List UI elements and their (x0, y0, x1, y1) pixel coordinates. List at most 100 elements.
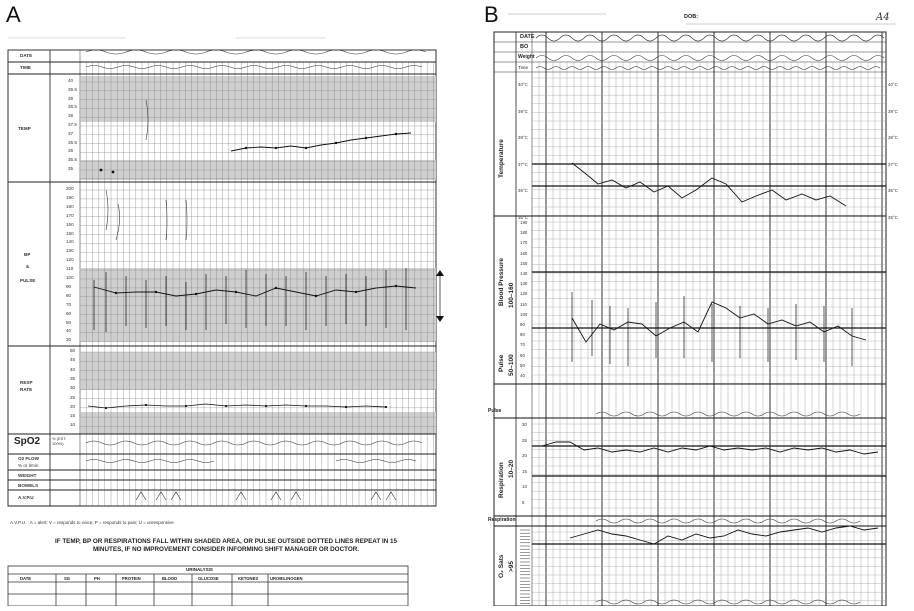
scale-tick-label: 40°C (888, 82, 898, 87)
scale-tick-label: 50 (66, 319, 72, 325)
scale-tick-label: 200 (66, 186, 74, 191)
scale-tick-label: 40°C (518, 82, 528, 87)
scale-tick-label: 50 (70, 348, 76, 353)
scale-tick-label: 80 (66, 292, 72, 298)
scale-tick-label: 39.5 (68, 86, 77, 92)
scale-tick-label: 130 (66, 248, 74, 254)
row-label-temp: TEMP (18, 126, 31, 131)
chart-a-grid (7, 37, 444, 607)
scale-tick-label: 40 (66, 328, 72, 334)
scale-tick-label: 35 (68, 166, 74, 171)
scale-tick-label: 35 (70, 375, 76, 381)
urinalysis-title: URINALYSIS (186, 567, 213, 572)
row-label-spo2-note: % (EST. 100%) (52, 436, 67, 446)
section-respiration: Respiration (498, 462, 505, 498)
scale-tick-label: 38°C (888, 135, 898, 140)
panel-a-label: A (6, 2, 21, 27)
row-label-o2flow: O2 FLOW (18, 456, 39, 461)
row-label-pulse: PULSE (20, 278, 36, 283)
scale-tick-label: 30 (70, 385, 76, 391)
scale-tick-label: 190 (520, 220, 528, 225)
row-label-avpu: A.V.P.U (18, 495, 34, 500)
scale-tick-label: 45 (70, 357, 76, 363)
row-label-bowels: BOWELS (18, 483, 39, 488)
scale-tick-label: 170 (66, 212, 74, 218)
scale-tick-label: 15 (70, 413, 76, 419)
scale-tick-label: 120 (520, 291, 528, 297)
scale-tick-label: 10 (70, 422, 76, 428)
row-label-o2flow-unit: % or l/min (18, 463, 39, 468)
urinalysis-header: BLOOD (162, 576, 178, 581)
warning-line-2: MINUTES, IF NO IMPROVEMENT CONSIDER INFO… (92, 546, 360, 553)
scale-tick-label: 40 (70, 366, 76, 372)
section-pulse-range: 50–100 (508, 354, 515, 376)
section-temperature: Temperature (498, 139, 505, 178)
scale-tick-label: 160 (520, 250, 528, 256)
row-label-time: TIME (20, 65, 31, 70)
warning-text: IF TEMP, BP OR RESPIRATIONS FALL WITHIN … (16, 538, 436, 554)
urinalysis-header: PH (94, 576, 100, 581)
urinalysis-header: GLUCOSE (198, 576, 219, 581)
urinalysis-header: DATE (20, 576, 32, 581)
scale-tick-label: 39 (68, 95, 74, 101)
scale-tick-label: 80 (520, 332, 525, 338)
scale-tick-label: 10 (522, 484, 527, 489)
row-label-date: DATE (20, 53, 33, 58)
section-bp-range: 100–160 (508, 282, 515, 308)
header-date: DATE (520, 34, 535, 40)
avpu-legend: A.V.P.U. : A = alert; V = responds to vo… (10, 520, 174, 525)
scale-tick-label: 20 (70, 403, 76, 409)
scale-tick-label: 36.5 (68, 139, 77, 145)
section-resp-range: 10–20 (508, 459, 515, 478)
scale-tick-label: 60 (520, 352, 525, 358)
row-pulse-label: Pulse (488, 408, 502, 414)
row-label-spo2: SpO2 (14, 436, 41, 447)
scale-tick-label: 70 (66, 301, 72, 307)
scale-tick-label: 30 (66, 337, 72, 343)
row-label-weight: WEIGHT (18, 473, 37, 478)
row-label-rate: RATE (20, 387, 33, 392)
section-pulse: Pulse (498, 354, 505, 372)
scale-tick-label: 25 (522, 437, 527, 443)
scale-tick-label: 37.5 (68, 122, 77, 127)
scale-tick-label: 50 (520, 362, 525, 368)
scale-tick-label: 37 (68, 130, 74, 136)
scale-tick-label: 90 (520, 322, 525, 327)
scale-tick-label: 38°C (518, 135, 528, 140)
scale-tick-label: 36°C (888, 188, 898, 193)
header-time: Time (518, 65, 529, 70)
scale-tick-label: 60 (66, 310, 72, 316)
scale-tick-label: 100 (520, 311, 528, 317)
row-resp-label: Respiration (488, 517, 516, 523)
scale-tick-label: 5 (522, 499, 525, 505)
scale-tick-label: 20 (522, 453, 527, 458)
dob-label: DOB: (684, 14, 699, 20)
scale-tick-label: 36 (68, 148, 74, 154)
header-bo: BO (520, 44, 529, 50)
scale-tick-label: 190 (66, 194, 74, 200)
scale-tick-label: 140 (520, 271, 528, 276)
scale-tick-label: 40 (68, 78, 74, 83)
scale-tick-label: 37°C (888, 161, 898, 167)
scale-tick-label: 37°C (518, 161, 528, 167)
scale-tick-label: 170 (520, 240, 528, 246)
urinalysis-header: KETONES (238, 576, 259, 581)
scale-tick-label: 25 (70, 394, 76, 400)
scale-tick-label: 39°C (518, 108, 528, 114)
scale-tick-label: 30 (522, 422, 527, 427)
scale-tick-label: 15 (522, 468, 527, 474)
scale-tick-label: 38 (68, 113, 74, 119)
panel-b-label: B (484, 2, 499, 27)
scale-tick-label: 38.5 (68, 104, 77, 110)
scale-tick-label: 70 (520, 342, 525, 348)
corner-annotation: A4 (876, 12, 890, 23)
section-o2-range: >95 (508, 560, 515, 572)
scale-tick-label: 100 (66, 275, 74, 280)
scale-tick-label: 150 (520, 260, 528, 266)
section-o2-sats: O₂ Sats (498, 554, 505, 578)
observation-chart-a: DATE TIME TEMP BP & PULSE RESP RATE SpO2… (6, 30, 458, 607)
header-weight: Weight (518, 54, 535, 60)
scale-tick-label: 140 (66, 239, 74, 245)
scale-tick-label: 35°C (518, 214, 528, 220)
urinalysis-header: SG (64, 576, 71, 581)
